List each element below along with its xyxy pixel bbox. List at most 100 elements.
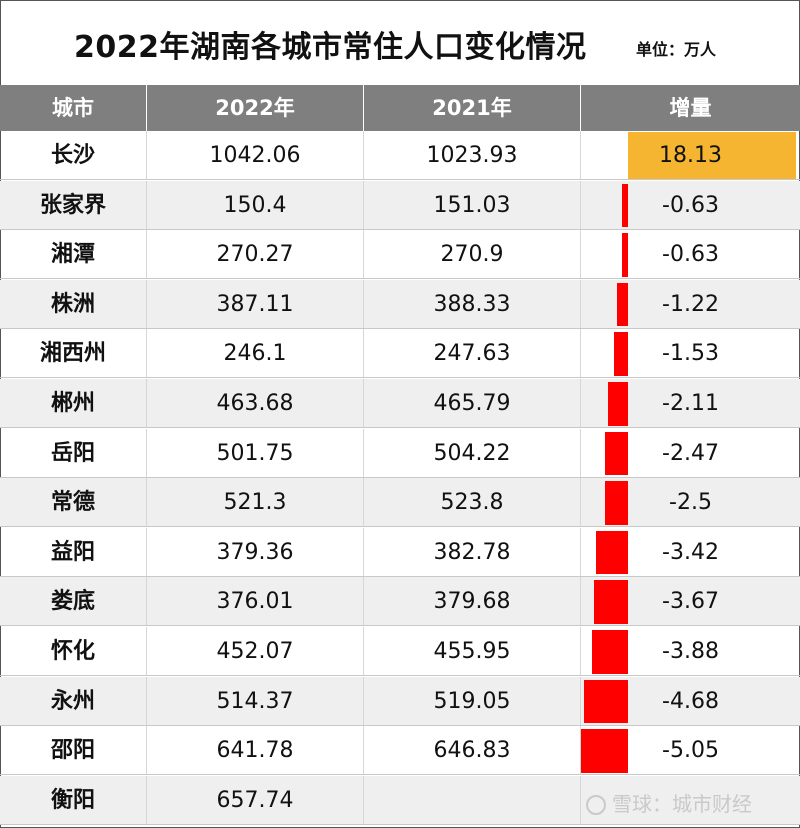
value-2022-cell: 501.75 [216,440,294,466]
column-divider [363,379,364,428]
negative-change-bar [622,233,628,277]
table-row: 湘西州 246.1 247.63 -1.53 [0,329,800,379]
table-row: 娄底 376.01 379.68 -3.67 [0,577,800,627]
city-cell: 常德 [50,490,95,516]
value-2022-cell: 463.68 [216,391,294,416]
positive-change-bar [628,132,796,179]
column-divider [580,676,581,726]
column-divider [363,527,364,577]
column-divider [146,329,147,379]
header-city: 城市 [52,96,94,120]
city-cell: 湘潭 [50,242,95,268]
value-2022-cell: 270.27 [216,242,294,268]
row-divider [0,278,800,280]
table-header: 城市 2022年 2021年 增量 [0,85,800,131]
negative-change-bar [591,630,628,674]
column-divider [580,775,581,825]
negative-change-bar [613,332,628,376]
column-divider [363,180,364,230]
column-divider [146,577,147,627]
change-value-cell: -2.5 [669,490,712,516]
city-cell: 怀化 [50,639,95,664]
value-2021-cell: 247.63 [433,341,511,367]
change-value-cell: -2.11 [662,391,719,416]
row-divider [0,575,800,577]
city-cell: 长沙 [50,143,95,168]
column-divider [580,279,581,329]
header-divider [146,85,147,131]
header-change: 增量 [669,96,712,120]
value-2021-cell: 379.68 [433,589,511,615]
negative-change-bar [604,481,628,525]
value-2021-cell: 388.33 [433,291,511,317]
column-divider [146,676,147,726]
value-2022-cell: 452.07 [216,639,294,664]
unit-label: 单位：万人 [636,40,717,59]
column-divider [363,478,364,528]
city-cell: 郴州 [50,391,95,416]
value-2022-cell: 521.3 [223,490,287,516]
value-2021-cell: 465.79 [433,391,511,416]
column-divider [146,775,147,825]
negative-change-bar [616,282,628,327]
row-divider [0,675,800,676]
change-value-cell: -1.53 [662,341,719,367]
row-divider [0,377,800,379]
change-value-cell: -3.88 [662,639,719,664]
column-divider [146,627,147,676]
column-divider [580,478,581,528]
table-row: 邵阳 641.78 646.83 -5.05 [0,726,800,776]
column-divider [146,131,147,180]
change-value-cell: -3.42 [662,539,719,565]
value-2022-cell: 641.78 [216,738,294,764]
table-row: 长沙 1042.06 1023.93 18.13 [0,131,800,180]
change-value-cell: 18.13 [659,143,722,168]
value-2022-cell: 246.1 [223,341,287,367]
header-divider [580,85,581,131]
negative-change-bar [608,382,628,426]
table-row: 岳阳 501.75 504.22 -2.47 [0,428,800,478]
city-cell: 娄底 [50,589,95,615]
snowball-logo-icon [586,795,606,815]
negative-change-bar [584,679,628,724]
column-divider [363,726,364,776]
value-2021-cell: 523.8 [440,490,504,516]
row-divider [0,476,800,478]
change-value-cell: -2.47 [662,440,719,466]
city-cell: 衡阳 [50,787,95,813]
column-divider [146,180,147,230]
column-divider [580,577,581,627]
row-divider [0,427,800,428]
value-2021-cell: 519.05 [433,688,511,714]
negative-change-bar [605,431,628,476]
column-divider [363,775,364,825]
city-cell: 湘西州 [39,341,106,367]
row-divider [0,228,800,230]
city-cell: 岳阳 [50,440,95,466]
row-divider [0,823,800,825]
column-divider [146,527,147,577]
column-divider [580,379,581,428]
watermark-text: 雪球：城市财经 [612,792,752,816]
table-row: 怀化 452.07 455.95 -3.88 [0,627,800,676]
column-divider [580,180,581,230]
table-row: 衡阳 657.74 [0,775,800,825]
city-cell: 永州 [50,688,95,714]
column-divider [363,329,364,379]
column-divider [363,230,364,280]
value-2022-cell: 514.37 [216,688,294,714]
chart-title: 2022年湖南各城市常住人口变化情况 [74,30,587,65]
row-divider [0,327,800,329]
change-value-cell: -0.63 [662,192,719,218]
value-2021-cell [364,776,580,825]
column-divider [146,726,147,776]
column-divider [363,131,364,180]
table-row: 常德 521.3 523.8 -2.5 [0,478,800,528]
column-divider [363,279,364,329]
city-cell: 益阳 [50,539,95,565]
header-2021: 2021年 [432,96,512,120]
change-value-cell: -1.22 [662,291,719,317]
column-divider [363,577,364,627]
value-2022-cell: 379.36 [216,539,294,565]
negative-change-bar [593,580,628,624]
